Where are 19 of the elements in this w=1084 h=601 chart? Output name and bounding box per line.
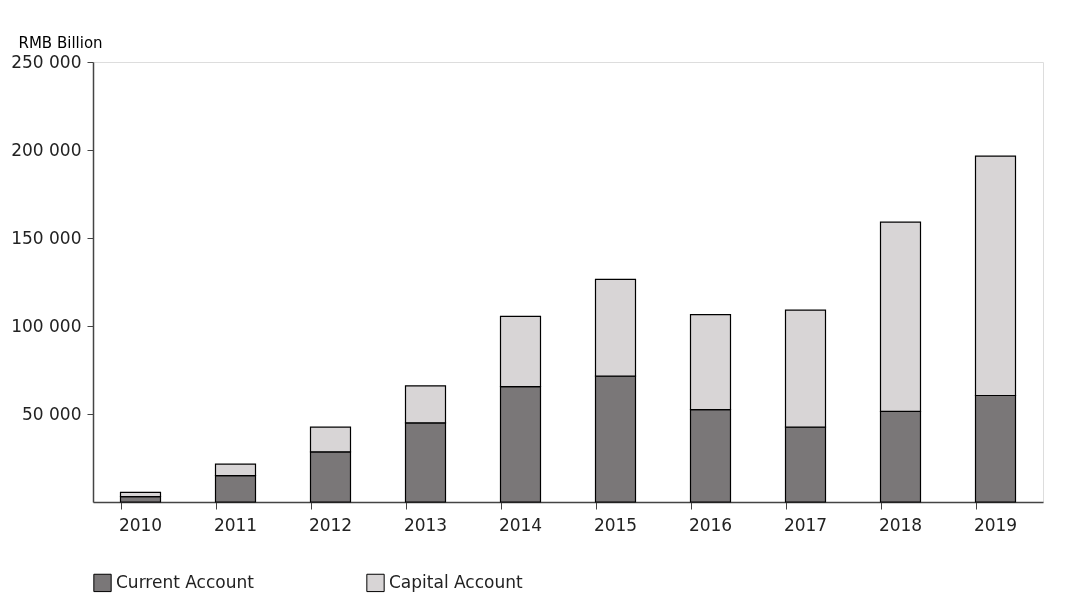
x-tick-label: 2012 <box>308 514 353 535</box>
bar <box>119 496 162 503</box>
y-tick-label: 50 000 <box>22 403 82 424</box>
y-tick-label: 100 000 <box>11 315 82 336</box>
x-tick-label: 2015 <box>593 514 638 535</box>
x-tick-label: 2013 <box>403 514 448 535</box>
y-tick-label: 200 000 <box>11 139 82 160</box>
y-tick-label: 250 000 <box>11 51 82 72</box>
x-tick-label: 2019 <box>973 514 1018 535</box>
x-tick-label: 2011 <box>213 514 258 535</box>
legend-label: Current Account <box>116 571 255 592</box>
x-tick-label: 2016 <box>688 514 733 535</box>
y-tick-label: 150 000 <box>11 227 82 248</box>
legend-label: Capital Account <box>389 571 523 592</box>
x-tick-label: 2014 <box>498 514 543 535</box>
y-axis-title: RMB Billion <box>18 33 103 52</box>
x-tick-label: 2018 <box>878 514 923 535</box>
x-tick-label: 2010 <box>118 514 163 535</box>
x-tick-label: 2017 <box>783 514 828 535</box>
